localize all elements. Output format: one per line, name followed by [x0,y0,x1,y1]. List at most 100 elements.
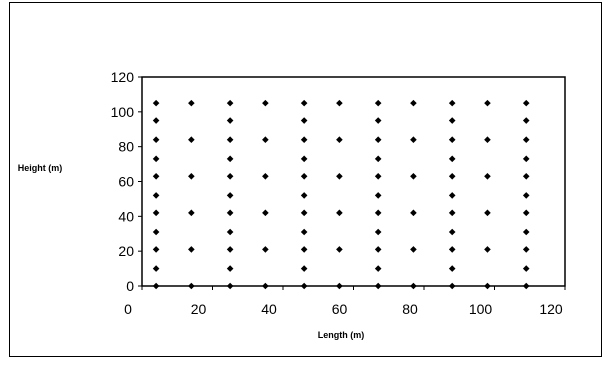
data-point [336,209,343,217]
y-tick-label: 100 [111,104,135,120]
data-point [152,136,160,143]
data-point [374,99,382,107]
data-point [374,265,382,272]
data-point [152,209,160,217]
y-tick-label: 0 [126,278,134,294]
data-point [226,209,234,217]
data-point [448,172,456,180]
data-point [152,246,160,253]
data-point [188,172,195,180]
plot-area [141,76,566,287]
data-point [188,136,195,143]
data-point [484,209,491,217]
data-point [300,282,308,290]
data-point [152,172,160,180]
data-point [448,246,456,253]
data-point [484,172,491,180]
data-point [374,155,382,163]
data-point [410,99,417,107]
data-point [522,192,530,199]
data-point [374,228,382,236]
data-point [226,117,234,124]
data-point [336,246,343,253]
data-point [448,192,456,199]
data-points [152,99,530,290]
data-point [300,228,308,236]
data-point [484,99,491,107]
y-tick-label: 60 [118,174,134,190]
data-point [300,209,308,217]
data-point [226,192,234,199]
data-point [152,228,160,236]
data-point [226,99,234,107]
data-point [152,265,160,272]
x-tick-label: 40 [261,301,277,317]
x-axis-label: Length (m) [318,330,365,340]
data-point [152,192,160,199]
data-point [336,136,343,143]
x-tick-label: 120 [539,301,563,317]
data-point [448,282,456,290]
data-point [410,172,417,180]
data-point [152,99,160,107]
data-point [152,117,160,124]
data-point [374,172,382,180]
data-point [300,172,308,180]
data-point [522,228,530,236]
data-point [226,265,234,272]
data-point [448,209,456,217]
data-point [300,99,308,107]
data-point [300,117,308,124]
data-point [374,246,382,253]
data-point [448,99,456,107]
data-point [262,99,269,107]
data-point [226,228,234,236]
data-point [336,282,343,290]
y-tick-label: 120 [111,69,135,85]
data-point [522,209,530,217]
y-tick-label: 20 [118,243,134,259]
data-point [448,228,456,236]
data-point [262,172,269,180]
data-point [484,136,491,143]
data-point [522,265,530,272]
data-point [226,172,234,180]
data-point [300,155,308,163]
x-tick-label: 0 [124,301,132,317]
data-point [300,246,308,253]
x-tick-label: 80 [402,301,418,317]
data-point [226,282,234,290]
data-point [152,282,160,290]
data-point [188,209,195,217]
x-tick-label: 60 [332,301,348,317]
data-point [300,192,308,199]
y-axis-label: Height (m) [18,163,63,173]
data-point [374,282,382,290]
data-point [336,99,343,107]
chart-frame [9,2,602,357]
data-point [410,282,417,290]
data-point [410,136,417,143]
data-point [262,136,269,143]
y-tick-label: 40 [118,208,134,224]
data-point [374,117,382,124]
data-point [374,136,382,143]
data-point [522,99,530,107]
x-axis: 0 20 40 60 80 100 120 [124,286,566,317]
data-point [448,155,456,163]
data-point [522,136,530,143]
data-point [188,282,195,290]
data-point [262,282,269,290]
data-point [448,117,456,124]
data-point [410,246,417,253]
data-point [374,209,382,217]
data-point [522,246,530,253]
data-point [410,209,417,217]
y-axis: 0 20 40 60 80 100 120 [111,69,142,294]
data-point [522,155,530,163]
data-point [188,99,195,107]
data-point [522,172,530,180]
data-point [226,155,234,163]
data-point [152,155,160,163]
